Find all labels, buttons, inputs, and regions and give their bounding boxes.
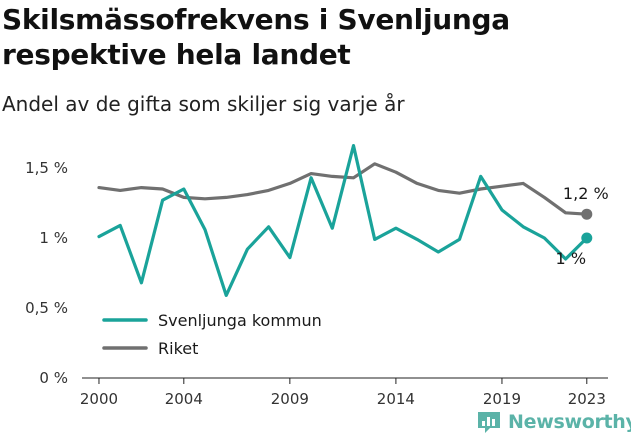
newsworthy-logo-icon [478,412,500,433]
series-line-riket [97,162,589,216]
series-line-svenljunga [97,144,589,297]
y-tick-label: 0,5 % [25,299,68,317]
brand-logo: Newsworthy [476,408,631,436]
x-tick-label: 2019 [483,390,521,408]
end-label-riket: 1,2 % [563,184,609,203]
x-tick-label: 2004 [165,390,203,408]
legend-label: Svenljunga kommun [158,311,322,330]
y-tick-label: 1,5 % [25,159,68,177]
x-tick-label: 2023 [568,390,606,408]
chart-title: Skilsmässofrekvens i Svenljunga respekti… [2,3,510,71]
x-tick-label: 2000 [80,390,118,408]
brand-name: Newsworthy [508,411,631,433]
x-tick-label: 2009 [271,390,309,408]
end-label-connector [572,237,588,253]
y-tick-label: 0 % [39,369,68,387]
end-label-svenljunga: 1 % [556,249,586,268]
series-end-point [581,208,593,220]
x-tick-label: 2014 [377,390,415,408]
chart-subtitle: Andel av de gifta som skiljer sig varje … [2,92,405,116]
legend-label: Riket [158,339,198,358]
y-tick-label: 1 % [39,229,68,247]
